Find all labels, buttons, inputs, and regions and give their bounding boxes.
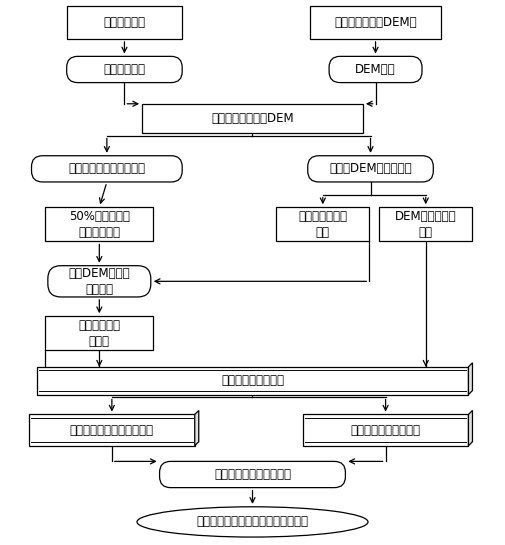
Text: 视频立体图形显示卡: 视频立体图形显示卡 (221, 374, 284, 387)
Text: 基于地理编码的数据关联: 基于地理编码的数据关联 (214, 468, 291, 481)
Text: DEM金字塔瓦片
数据: DEM金字塔瓦片 数据 (395, 210, 457, 239)
FancyBboxPatch shape (45, 316, 154, 350)
FancyBboxPatch shape (160, 462, 345, 488)
FancyBboxPatch shape (142, 104, 363, 133)
Text: 立体辅助影像
数据块: 立体辅助影像 数据块 (78, 319, 120, 348)
FancyBboxPatch shape (45, 207, 154, 241)
FancyBboxPatch shape (302, 415, 469, 446)
Text: 正射影像拼接: 正射影像拼接 (104, 63, 145, 76)
Text: 50%重叠度的正
射影像数据块: 50%重叠度的正 射影像数据块 (69, 210, 130, 239)
Text: 立体辅助影像视频立体景观: 立体辅助影像视频立体景观 (70, 423, 154, 437)
Polygon shape (195, 410, 199, 446)
Text: 大区域正射影像和DEM: 大区域正射影像和DEM (211, 112, 294, 125)
Text: DEM拼接: DEM拼接 (355, 63, 396, 76)
FancyBboxPatch shape (67, 56, 182, 83)
Polygon shape (469, 410, 473, 446)
Polygon shape (469, 363, 473, 395)
FancyBboxPatch shape (379, 207, 472, 241)
Text: 虚拟三维视频立体景观: 虚拟三维视频立体景观 (350, 423, 421, 437)
Text: 基于DEM的左右
视差引入: 基于DEM的左右 视差引入 (69, 267, 130, 296)
Text: 双模三维地形景观的无缝切换与漫游: 双模三维地形景观的无缝切换与漫游 (196, 516, 309, 529)
FancyBboxPatch shape (67, 6, 182, 39)
FancyBboxPatch shape (29, 415, 195, 446)
FancyBboxPatch shape (36, 367, 469, 395)
FancyBboxPatch shape (31, 156, 182, 182)
Ellipse shape (137, 507, 368, 537)
Text: 影像金字塔瓦片
数据: 影像金字塔瓦片 数据 (298, 210, 347, 239)
Text: 数字正射影像: 数字正射影像 (104, 16, 145, 29)
Text: 影像、DEM金字塔构建: 影像、DEM金字塔构建 (329, 162, 412, 175)
Text: 原始分辨率正射影像分块: 原始分辨率正射影像分块 (68, 162, 145, 175)
Text: 数字高程模型（DEM）: 数字高程模型（DEM） (334, 16, 417, 29)
FancyBboxPatch shape (48, 266, 151, 297)
FancyBboxPatch shape (308, 156, 433, 182)
FancyBboxPatch shape (329, 56, 422, 83)
FancyBboxPatch shape (276, 207, 369, 241)
FancyBboxPatch shape (310, 6, 441, 39)
